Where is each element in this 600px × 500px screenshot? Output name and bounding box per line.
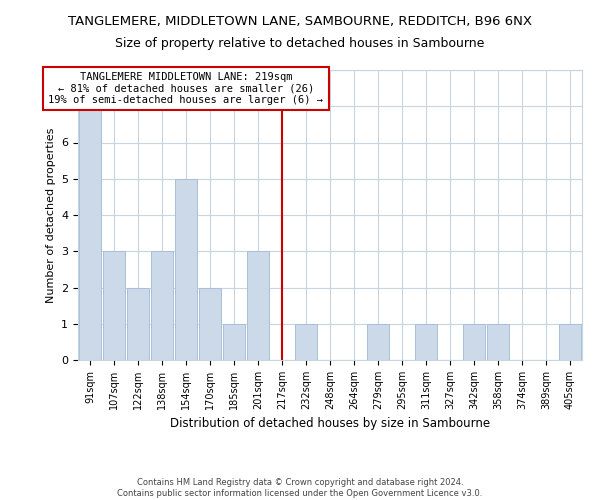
Bar [463, 324, 485, 360]
Bar [175, 179, 197, 360]
Text: TANGLEMERE, MIDDLETOWN LANE, SAMBOURNE, REDDITCH, B96 6NX: TANGLEMERE, MIDDLETOWN LANE, SAMBOURNE, … [68, 15, 532, 28]
X-axis label: Distribution of detached houses by size in Sambourne: Distribution of detached houses by size … [170, 418, 490, 430]
Bar [103, 251, 125, 360]
Bar [559, 324, 581, 360]
Bar [223, 324, 245, 360]
Bar [127, 288, 149, 360]
Bar [415, 324, 437, 360]
Text: TANGLEMERE MIDDLETOWN LANE: 219sqm
← 81% of detached houses are smaller (26)
19%: TANGLEMERE MIDDLETOWN LANE: 219sqm ← 81%… [49, 72, 323, 105]
Bar [79, 106, 101, 360]
Bar [151, 251, 173, 360]
Bar [247, 251, 269, 360]
Bar [367, 324, 389, 360]
Text: Size of property relative to detached houses in Sambourne: Size of property relative to detached ho… [115, 38, 485, 51]
Bar [199, 288, 221, 360]
Text: Contains HM Land Registry data © Crown copyright and database right 2024.
Contai: Contains HM Land Registry data © Crown c… [118, 478, 482, 498]
Bar [487, 324, 509, 360]
Y-axis label: Number of detached properties: Number of detached properties [46, 128, 56, 302]
Bar [295, 324, 317, 360]
